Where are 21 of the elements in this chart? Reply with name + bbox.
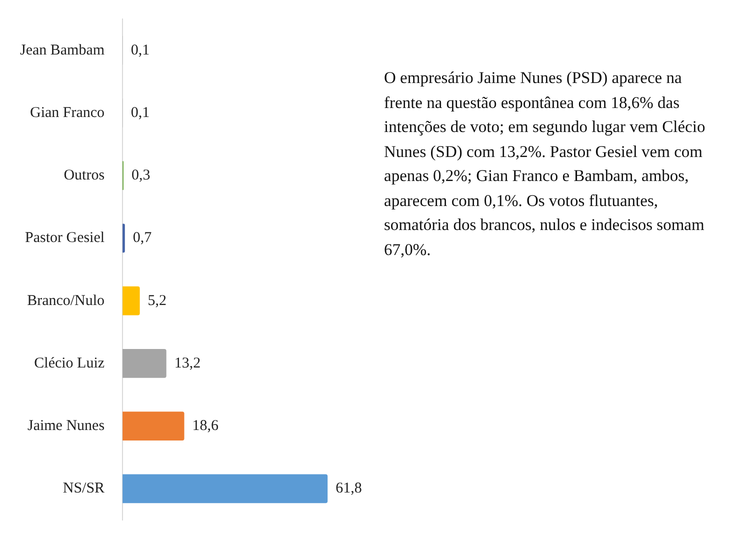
data-label: 0,1	[130, 104, 150, 121]
data-label: 61,8	[336, 480, 362, 497]
data-label: 0,1	[130, 42, 150, 58]
bar	[122, 349, 166, 378]
data-label: 0,7	[132, 230, 152, 246]
y-tick-label: Outros	[64, 168, 105, 184]
y-tick-label: NS/SR	[62, 480, 105, 497]
bar	[122, 474, 328, 504]
data-label: 5,2	[148, 292, 167, 309]
y-tick-label: Clécio Luiz	[34, 355, 105, 372]
y-tick-label: Branco/Nulo	[27, 292, 105, 309]
bar	[122, 412, 184, 440]
bar	[122, 286, 140, 316]
y-tick-label: Jaime Nunes	[27, 418, 105, 434]
data-label: 18,6	[192, 418, 220, 434]
y-tick-label: Jean Bambam	[20, 42, 105, 58]
data-label: 0,3	[132, 168, 150, 184]
data-label: 13,2	[174, 355, 201, 372]
y-tick-label: Pastor Gesiel	[24, 230, 105, 246]
text: O empresário Jaime Nunes (PSD) aparece na frente na questão espontânea com 18,6% das intenções de voto; em segundo lugar vem Clécio Nunes (SD) com 13,2%. Pastor Gesiel vem com apenas 0,2%; Gian Franco e Bambam, ambos, aparecem com 0,1%. Os votos flutuantes, somatória dos brancos, nulos e indecisos somam 67,0%.	[384, 67, 706, 260]
y-tick-label: Gian Franco	[30, 104, 105, 121]
